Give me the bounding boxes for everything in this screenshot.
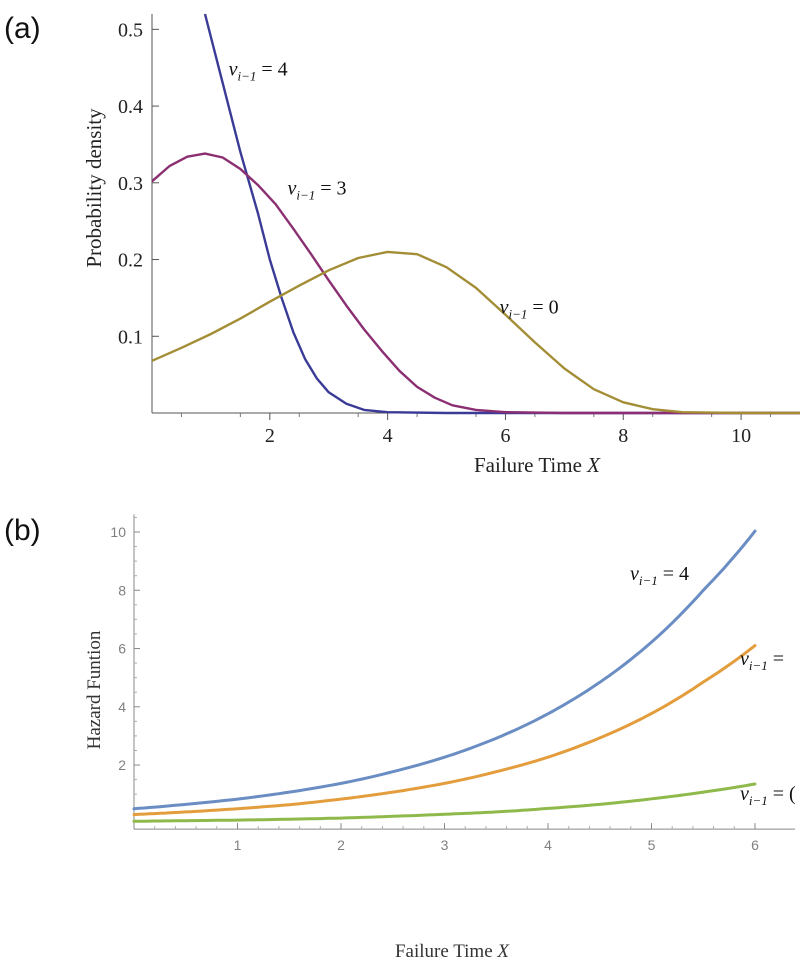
panel-b-series-line-0 xyxy=(132,529,757,811)
panel-a-x-tick-label: 10 xyxy=(731,425,751,447)
panel-b: (b) 1 2 3 4 5 6 2 4 6 8 10 Hazard Funtion Failure … xyxy=(4,514,796,960)
panel-a-x-tick-label: 8 xyxy=(618,425,628,447)
panel-a-annotations: vi−1 = 4 vi−1 = 3 vi−1 = 0 xyxy=(229,58,559,321)
panel-a-axes: 2 4 6 8 10 0.1 0.2 0.3 0.4 0.5 xyxy=(118,14,800,447)
panel-a-y-tick-label: 0.1 xyxy=(118,326,143,348)
panel-a-x-tick-label: 4 xyxy=(383,425,393,447)
panel-a-annotation-0: vi−1 = 4 xyxy=(229,58,288,83)
panel-a-y-tick-label: 0.3 xyxy=(118,173,143,195)
panel-b-y-tick-label: 8 xyxy=(118,582,126,598)
panel-b-annotations: vi−1 = 4 vi−1 = vi−1 = ( xyxy=(630,563,796,808)
panel-b-series-line-2 xyxy=(132,782,757,823)
panel-a-x-tick-label: 2 xyxy=(265,425,275,447)
panel-b-x-tick-label: 5 xyxy=(648,837,656,853)
panel-a: (a) 2 4 6 8 10 0.1 0.2 0.3 0.4 0.5 Probability de… xyxy=(4,12,800,477)
panel-a-y-tick-label: 0.4 xyxy=(118,96,143,118)
panel-b-axes: 1 2 3 4 5 6 2 4 6 8 10 xyxy=(110,514,795,853)
panel-a-annotation-2: vi−1 = 0 xyxy=(500,296,559,321)
panel-a-series-line-2 xyxy=(151,250,800,415)
panel-b-x-tick-label: 4 xyxy=(544,837,552,853)
panel-a-annotation-1: vi−1 = 3 xyxy=(287,177,346,202)
panel-a-y-axis-title: Probability density xyxy=(82,108,106,268)
panel-a-label: (a) xyxy=(4,12,41,45)
panel-b-x-tick-label: 1 xyxy=(234,837,242,853)
panel-a-y-tick-label: 0.2 xyxy=(118,250,143,272)
panel-b-annotation-2: vi−1 = ( xyxy=(740,783,796,808)
panel-b-y-tick-label: 6 xyxy=(118,641,126,657)
panel-b-x-tick-label: 2 xyxy=(337,837,345,853)
panel-a-series xyxy=(151,13,800,415)
panel-b-annotation-1: vi−1 = xyxy=(740,648,784,673)
panel-b-x-tick-label: 6 xyxy=(751,837,759,853)
panel-b-x-axis-title: Failure Time X xyxy=(395,941,510,960)
panel-b-y-tick-label: 2 xyxy=(118,757,126,773)
panel-a-x-axis-title: Failure Time X xyxy=(474,453,601,477)
panel-b-series xyxy=(132,529,757,823)
panel-b-annotation-0: vi−1 = 4 xyxy=(630,563,689,588)
panel-b-label: (b) xyxy=(4,514,41,547)
panel-b-y-tick-label: 10 xyxy=(110,524,126,540)
panel-a-x-tick-label: 6 xyxy=(500,425,510,447)
panel-b-y-tick-label: 4 xyxy=(118,699,126,715)
panel-a-y-tick-label: 0.5 xyxy=(118,19,143,41)
panel-a-series-line-0 xyxy=(203,13,800,415)
panel-b-x-tick-label: 3 xyxy=(441,837,449,853)
panel-b-series-line-1 xyxy=(132,644,757,817)
panel-a-series-line-1 xyxy=(151,152,800,415)
panel-b-y-axis-title: Hazard Funtion xyxy=(84,630,105,749)
